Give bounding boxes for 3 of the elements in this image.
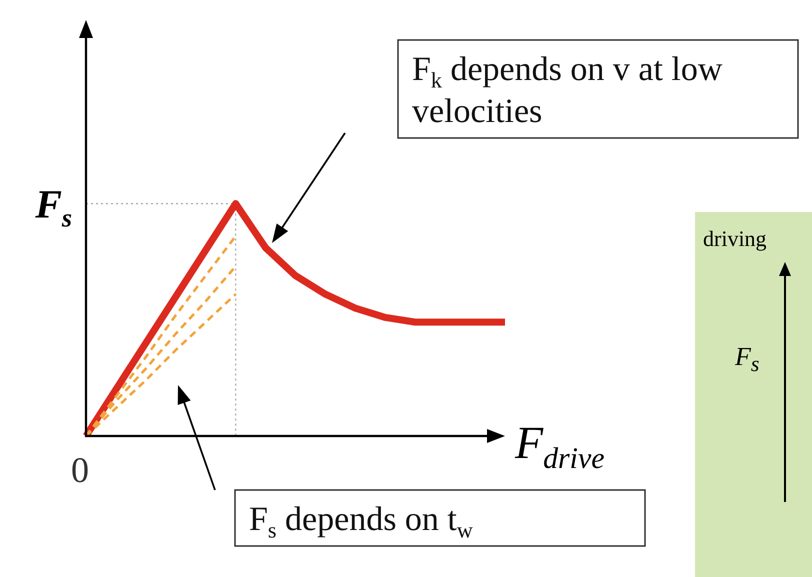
text: F$_{s}$	[735, 342, 760, 378]
text: 0	[71, 450, 89, 490]
text: driving	[703, 226, 767, 252]
